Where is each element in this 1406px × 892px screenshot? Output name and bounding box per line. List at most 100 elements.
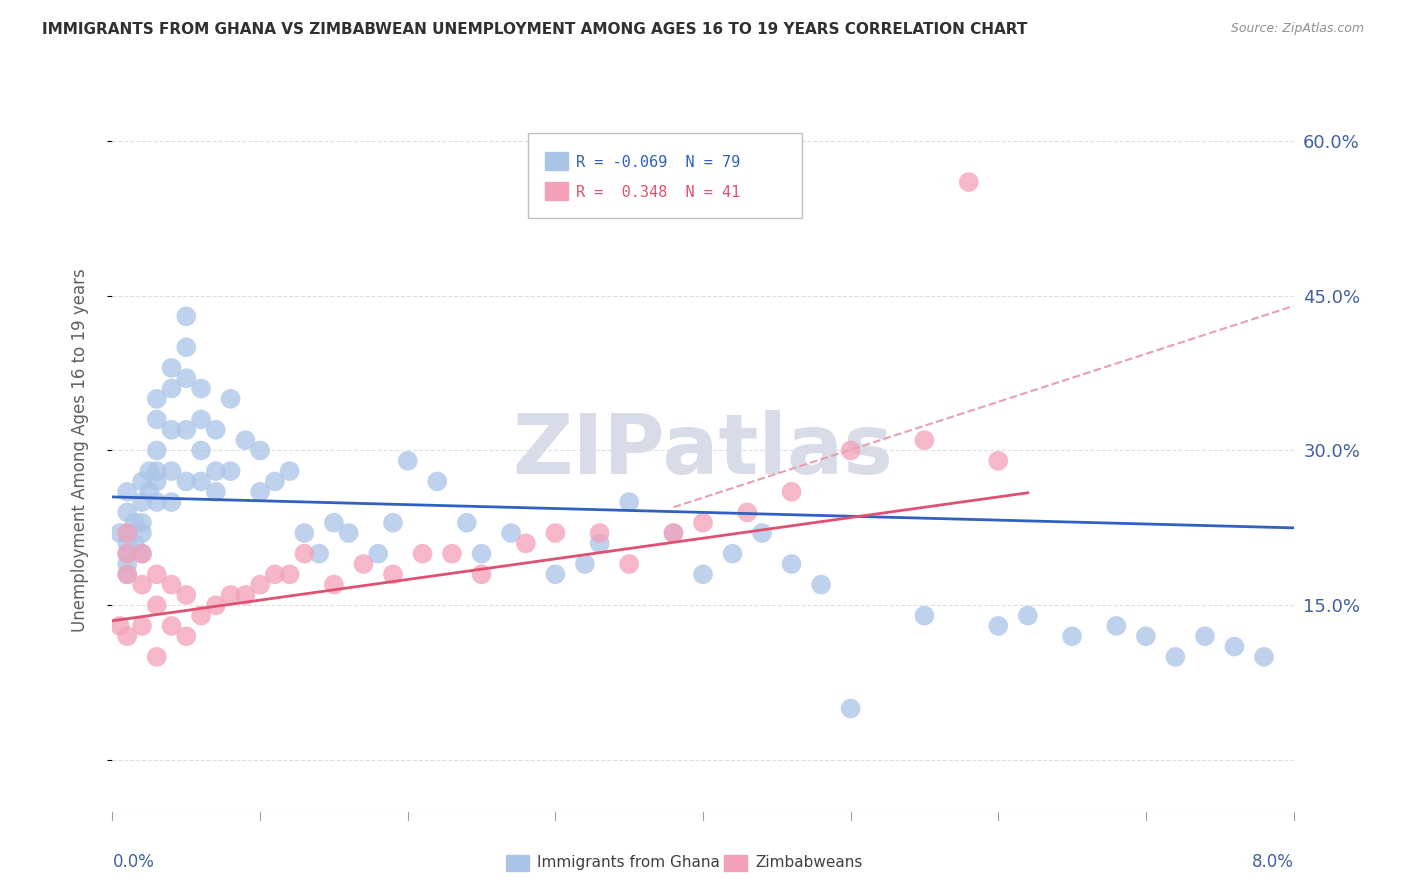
Point	[249, 443, 271, 458]
Point	[205, 484, 228, 499]
Point	[1062, 629, 1084, 643]
Point	[131, 547, 153, 561]
Point	[146, 412, 169, 426]
Point	[987, 619, 1010, 633]
Point	[367, 547, 389, 561]
Point	[471, 567, 494, 582]
Text: IMMIGRANTS FROM GHANA VS ZIMBABWEAN UNEMPLOYMENT AMONG AGES 16 TO 19 YEARS CORRE: IMMIGRANTS FROM GHANA VS ZIMBABWEAN UNEM…	[42, 22, 1028, 37]
Point	[574, 557, 596, 571]
Point	[839, 701, 862, 715]
Point	[352, 557, 374, 571]
Point	[382, 567, 405, 582]
Point	[471, 547, 494, 561]
Point	[233, 433, 256, 447]
Point	[501, 526, 523, 541]
Point	[117, 547, 138, 561]
Point	[131, 619, 153, 633]
Point	[1194, 629, 1216, 643]
Point	[692, 516, 714, 530]
Point	[588, 536, 610, 550]
Point	[544, 567, 567, 582]
Point	[160, 619, 183, 633]
Point	[278, 464, 301, 478]
Point	[117, 547, 138, 561]
Point	[146, 443, 169, 458]
Point	[124, 516, 146, 530]
Point	[515, 536, 537, 550]
Point	[233, 588, 256, 602]
Point	[737, 505, 759, 519]
Point	[780, 557, 803, 571]
Point	[249, 577, 271, 591]
Point	[205, 464, 228, 478]
Point	[160, 360, 183, 375]
Point	[138, 464, 160, 478]
Point	[146, 464, 169, 478]
Point	[751, 526, 773, 541]
Point	[117, 536, 138, 550]
Point	[292, 526, 315, 541]
Point	[131, 526, 153, 541]
Point	[146, 599, 169, 613]
Text: Immigrants from Ghana: Immigrants from Ghana	[537, 855, 720, 870]
Point	[1017, 608, 1039, 623]
Point	[138, 484, 160, 499]
Point	[174, 423, 197, 437]
Text: R = -0.069  N = 79: R = -0.069 N = 79	[576, 154, 741, 169]
Point	[131, 475, 153, 489]
Point	[174, 475, 197, 489]
Point	[131, 547, 153, 561]
Point	[174, 588, 197, 602]
Point	[441, 547, 464, 561]
Point	[190, 443, 212, 458]
Point	[131, 577, 153, 591]
Point	[619, 557, 641, 571]
Point	[124, 536, 146, 550]
Point	[108, 526, 131, 541]
Text: Zimbabweans: Zimbabweans	[755, 855, 862, 870]
Point	[1164, 649, 1187, 664]
Point	[323, 577, 346, 591]
Point	[174, 629, 197, 643]
Point	[810, 577, 832, 591]
Point	[117, 484, 138, 499]
Point	[337, 526, 360, 541]
Point	[117, 526, 138, 541]
Point	[205, 423, 228, 437]
Point	[264, 567, 287, 582]
Point	[190, 608, 212, 623]
Point	[219, 588, 242, 602]
Point	[249, 484, 271, 499]
Point	[190, 412, 212, 426]
Point	[190, 475, 212, 489]
Point	[1105, 619, 1128, 633]
Point	[174, 310, 197, 324]
Point	[456, 516, 478, 530]
Point	[146, 495, 169, 509]
Text: 8.0%: 8.0%	[1251, 853, 1294, 871]
Point	[160, 423, 183, 437]
Point	[146, 649, 169, 664]
Point	[146, 567, 169, 582]
Point	[692, 567, 714, 582]
Point	[839, 443, 862, 458]
Point	[1223, 640, 1246, 654]
Point	[721, 547, 744, 561]
Text: Source: ZipAtlas.com: Source: ZipAtlas.com	[1230, 22, 1364, 36]
Point	[662, 526, 685, 541]
Text: ZIPatlas: ZIPatlas	[513, 410, 893, 491]
Point	[160, 382, 183, 396]
Y-axis label: Unemployment Among Ages 16 to 19 years: Unemployment Among Ages 16 to 19 years	[70, 268, 89, 632]
Point	[146, 392, 169, 406]
Point	[1253, 649, 1275, 664]
Point	[131, 516, 153, 530]
Point	[219, 464, 242, 478]
Point	[160, 495, 183, 509]
Point	[190, 382, 212, 396]
Point	[160, 464, 183, 478]
Point	[117, 505, 138, 519]
Point	[396, 454, 419, 468]
Point	[914, 433, 936, 447]
Point	[174, 371, 197, 385]
Point	[174, 340, 197, 354]
